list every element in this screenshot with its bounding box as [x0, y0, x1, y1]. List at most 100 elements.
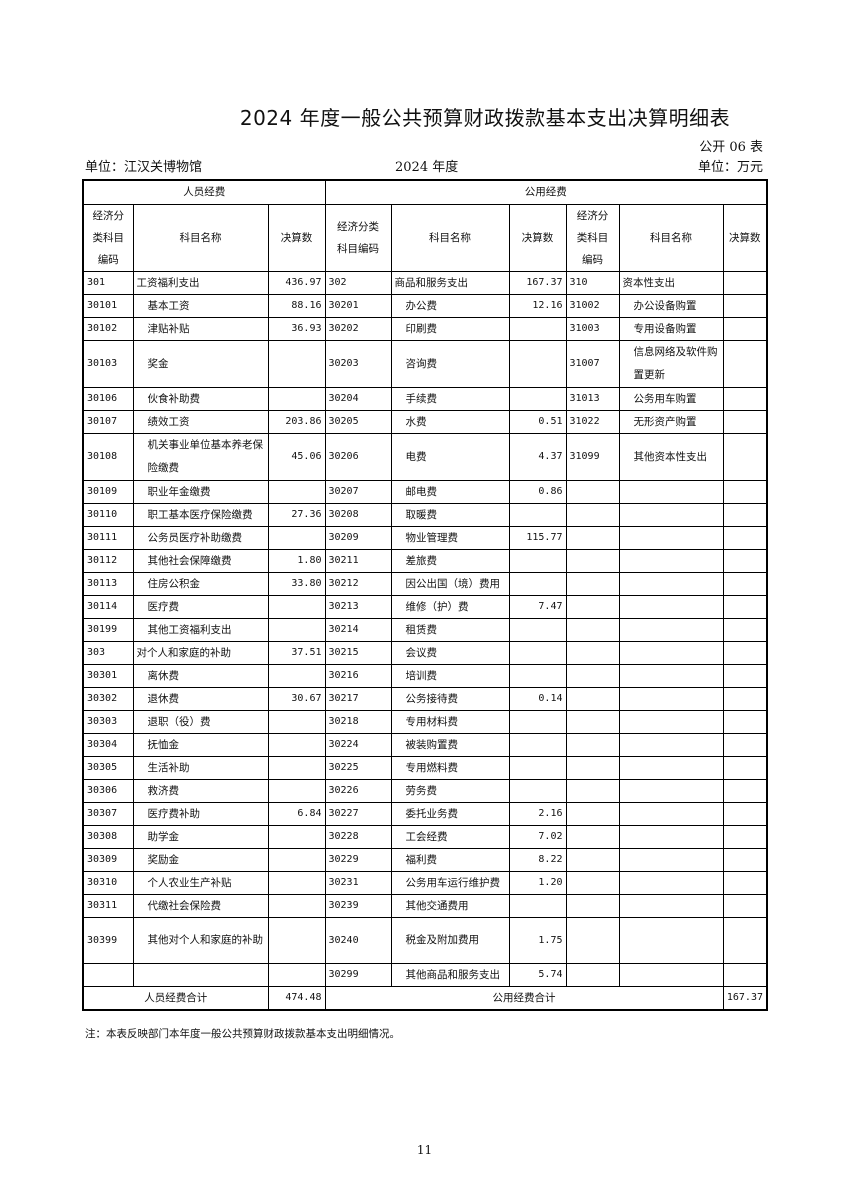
- goods-services-code-cell: 30207: [324, 480, 392, 504]
- footnote: 注：本表反映部门本年度一般公共预算财政拨款基本支出明细情况。: [85, 1028, 400, 1040]
- goods-services-name-cell: 取暖费: [390, 503, 510, 527]
- personnel-amount-cell: [267, 618, 326, 642]
- capital-amount-cell: [722, 595, 768, 619]
- goods-services-name-cell: 印刷费: [390, 317, 510, 341]
- table-row: 30103 奖金 30203 咨询费 31007 信息网络及软件购置更新: [82, 340, 768, 388]
- goods-services-code-cell: 30202: [324, 317, 392, 341]
- capital-code-cell: [565, 572, 620, 596]
- personnel-name-cell: 生活补助: [132, 756, 269, 780]
- personnel-name-cell: 抚恤金: [132, 733, 269, 757]
- personnel-amount-cell: [267, 733, 326, 757]
- personnel-code-cell: 30301: [82, 664, 134, 688]
- personnel-code-cell: 30308: [82, 825, 134, 849]
- capital-code-cell: [565, 917, 620, 964]
- personnel-code-cell: 30113: [82, 572, 134, 596]
- goods-services-code-cell: 30226: [324, 779, 392, 803]
- capital-name-cell: 无形资产购置: [618, 410, 724, 434]
- capital-name-cell: [618, 549, 724, 573]
- personnel-code-cell: 30305: [82, 756, 134, 780]
- personnel-code-cell: 30108: [82, 433, 134, 481]
- goods-services-code-cell: 30299: [324, 963, 392, 987]
- col-header-code: 经济分类科目编码: [324, 204, 392, 272]
- personnel-code-cell: 30303: [82, 710, 134, 734]
- goods-services-name-cell: 劳务费: [390, 779, 510, 803]
- personnel-name-cell: 退休费: [132, 687, 269, 711]
- capital-amount-cell: [722, 433, 768, 481]
- col-header-amount: 决算数: [722, 204, 768, 272]
- capital-code-cell: [565, 687, 620, 711]
- personnel-code-cell: 30103: [82, 340, 134, 388]
- capital-amount-cell: [722, 294, 768, 318]
- goods-services-name-cell: 咨询费: [390, 340, 510, 388]
- table-row: 30114 医疗费 30213 维修（护）费 7.47: [82, 595, 768, 619]
- goods-services-amount-cell: [508, 618, 567, 642]
- goods-services-amount-cell: 1.20: [508, 871, 567, 895]
- capital-name-cell: [618, 779, 724, 803]
- personnel-name-cell: 医疗费补助: [132, 802, 269, 826]
- unit-name: 单位：江汉关博物馆: [85, 160, 203, 175]
- personnel-code-cell: 30102: [82, 317, 134, 341]
- capital-code-cell: [565, 802, 620, 826]
- goods-services-name-cell: 电费: [390, 433, 510, 481]
- personnel-amount-cell: 45.06: [267, 433, 326, 481]
- capital-amount-cell: [722, 549, 768, 573]
- goods-services-amount-cell: 7.47: [508, 595, 567, 619]
- personnel-name-cell: 对个人和家庭的补助: [132, 641, 269, 665]
- capital-code-cell: 31002: [565, 294, 620, 318]
- table-row: 30304 抚恤金 30224 被装购置费: [82, 733, 768, 757]
- personnel-name-cell: 津贴补贴: [132, 317, 269, 341]
- personnel-amount-cell: 436.97: [267, 271, 326, 295]
- col-header-code: 经济分类科目编码: [82, 204, 134, 272]
- capital-amount-cell: [722, 733, 768, 757]
- capital-name-cell: [618, 894, 724, 918]
- capital-name-cell: [618, 503, 724, 527]
- capital-amount-cell: [722, 317, 768, 341]
- goods-services-code-cell: 30225: [324, 756, 392, 780]
- goods-services-name-cell: 手续费: [390, 387, 510, 411]
- capital-code-cell: [565, 710, 620, 734]
- goods-services-code-cell: 30215: [324, 641, 392, 665]
- table-row: 30101 基本工资 88.16 30201 办公费 12.16 31002 办公设备购置: [82, 294, 768, 318]
- table-row: 30311 代缴社会保险费 30239 其他交通费用: [82, 894, 768, 918]
- goods-services-name-cell: 物业管理费: [390, 526, 510, 550]
- goods-services-code-cell: 30218: [324, 710, 392, 734]
- goods-services-amount-cell: [508, 549, 567, 573]
- goods-services-code-cell: 30209: [324, 526, 392, 550]
- goods-services-code-cell: 30205: [324, 410, 392, 434]
- personnel-name-cell: 住房公积金: [132, 572, 269, 596]
- capital-name-cell: [618, 526, 724, 550]
- capital-code-cell: [565, 595, 620, 619]
- goods-services-code-cell: 30208: [324, 503, 392, 527]
- personnel-name-cell: 个人农业生产补贴: [132, 871, 269, 895]
- personnel-code-cell: 30309: [82, 848, 134, 872]
- personnel-code-cell: 30112: [82, 549, 134, 573]
- capital-code-cell: [565, 963, 620, 987]
- capital-amount-cell: [722, 641, 768, 665]
- capital-name-cell: [618, 595, 724, 619]
- capital-code-cell: [565, 894, 620, 918]
- goods-services-name-cell: 差旅费: [390, 549, 510, 573]
- goods-services-amount-cell: [508, 779, 567, 803]
- goods-services-amount-cell: [508, 733, 567, 757]
- col-header-amount: 决算数: [267, 204, 326, 272]
- personnel-amount-cell: [267, 825, 326, 849]
- goods-services-name-cell: 会议费: [390, 641, 510, 665]
- personnel-name-cell: 公务员医疗补助缴费: [132, 526, 269, 550]
- personnel-code-cell: 301: [82, 271, 134, 295]
- goods-services-code-cell: 30203: [324, 340, 392, 388]
- personnel-amount-cell: [267, 710, 326, 734]
- personnel-code-cell: 30310: [82, 871, 134, 895]
- capital-amount-cell: [722, 802, 768, 826]
- capital-amount-cell: [722, 825, 768, 849]
- table-row: 30303 退职（役）费 30218 专用材料费: [82, 710, 768, 734]
- capital-name-cell: [618, 710, 724, 734]
- personnel-name-cell: 奖金: [132, 340, 269, 388]
- goods-services-amount-cell: 0.86: [508, 480, 567, 504]
- personnel-amount-cell: 36.93: [267, 317, 326, 341]
- personnel-name-cell: 离休费: [132, 664, 269, 688]
- table-row: 30199 其他工资福利支出 30214 租赁费: [82, 618, 768, 642]
- personnel-amount-cell: [267, 917, 326, 964]
- goods-services-code-cell: 30224: [324, 733, 392, 757]
- capital-amount-cell: [722, 848, 768, 872]
- table-row: 30310 个人农业生产补贴 30231 公务用车运行维护费 1.20: [82, 871, 768, 895]
